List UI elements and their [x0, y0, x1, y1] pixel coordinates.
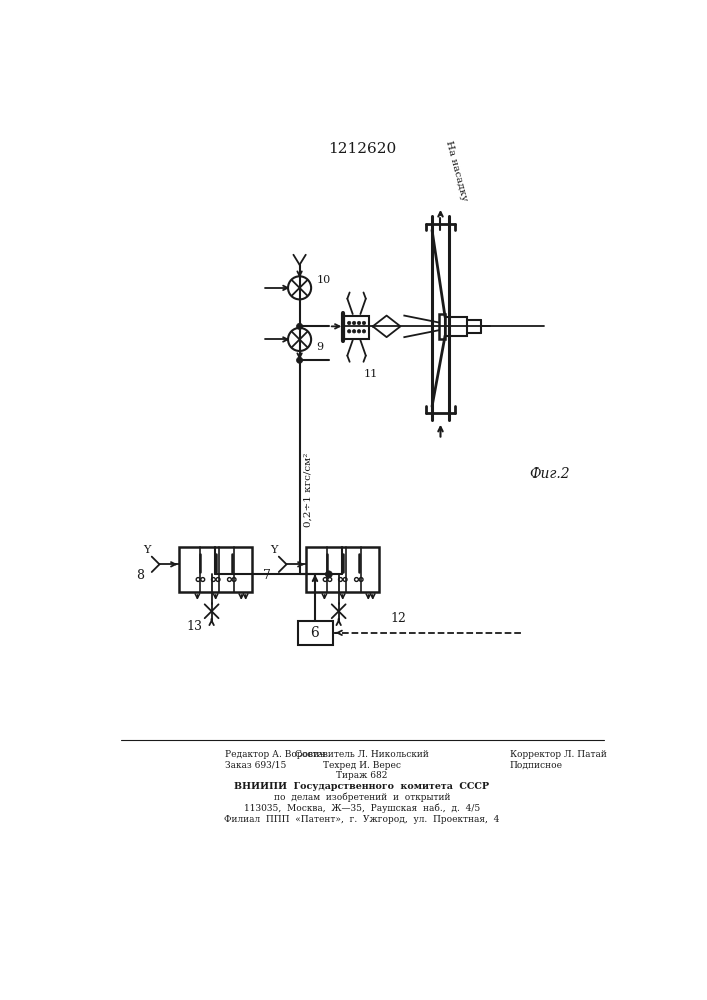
Bar — [445, 317, 467, 336]
Bar — [179, 547, 252, 592]
Text: Составитель Л. Никольский: Составитель Л. Никольский — [295, 750, 429, 759]
Text: Тираж 682: Тираж 682 — [337, 771, 387, 780]
Text: 10: 10 — [317, 275, 331, 285]
Circle shape — [362, 321, 366, 325]
Text: На насадку: На насадку — [444, 140, 469, 202]
Text: 8: 8 — [136, 569, 144, 582]
Text: 9: 9 — [317, 342, 324, 352]
Text: Корректор Л. Патай: Корректор Л. Патай — [510, 750, 607, 759]
Bar — [298, 620, 333, 645]
Text: Подписное: Подписное — [510, 761, 563, 770]
Circle shape — [347, 330, 351, 333]
Bar — [305, 547, 379, 592]
Text: ВНИИПИ  Государственного  комитета  СССР: ВНИИПИ Государственного комитета СССР — [235, 782, 489, 791]
Bar — [344, 316, 369, 339]
Text: 1212620: 1212620 — [328, 142, 396, 156]
Circle shape — [296, 323, 303, 329]
Circle shape — [325, 571, 332, 578]
Text: Y: Y — [269, 545, 277, 555]
Text: Редактор А. Ворович: Редактор А. Ворович — [225, 750, 325, 759]
Text: Филиал  ППП  «Патент»,  г.  Ужгород,  ул.  Проектная,  4: Филиал ППП «Патент», г. Ужгород, ул. Про… — [224, 815, 500, 824]
Bar — [439, 314, 445, 339]
Circle shape — [347, 321, 351, 325]
Text: 113035,  Москва,  Ж—35,  Раушская  наб.,  д.  4/5: 113035, Москва, Ж—35, Раушская наб., д. … — [244, 804, 480, 813]
Text: Заказ 693/15: Заказ 693/15 — [225, 761, 286, 770]
Text: Фиг.2: Фиг.2 — [529, 467, 570, 481]
Text: по  делам  изобретений  и  открытий: по делам изобретений и открытий — [274, 793, 450, 802]
Circle shape — [357, 321, 361, 325]
Circle shape — [296, 357, 303, 363]
Circle shape — [352, 330, 356, 333]
Circle shape — [352, 321, 356, 325]
Text: 7: 7 — [264, 569, 271, 582]
Text: 12: 12 — [390, 612, 407, 625]
Text: 11: 11 — [363, 369, 378, 379]
Text: 0,2÷1 кгс/см²: 0,2÷1 кгс/см² — [303, 452, 312, 527]
Text: Y: Y — [143, 545, 150, 555]
Text: 13: 13 — [187, 620, 202, 633]
Text: Техред И. Верес: Техред И. Верес — [323, 761, 401, 770]
Text: 6: 6 — [310, 626, 320, 640]
Circle shape — [357, 330, 361, 333]
Circle shape — [362, 330, 366, 333]
